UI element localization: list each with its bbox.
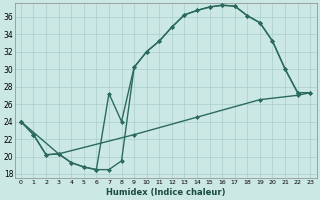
X-axis label: Humidex (Indice chaleur): Humidex (Indice chaleur) <box>106 188 225 197</box>
